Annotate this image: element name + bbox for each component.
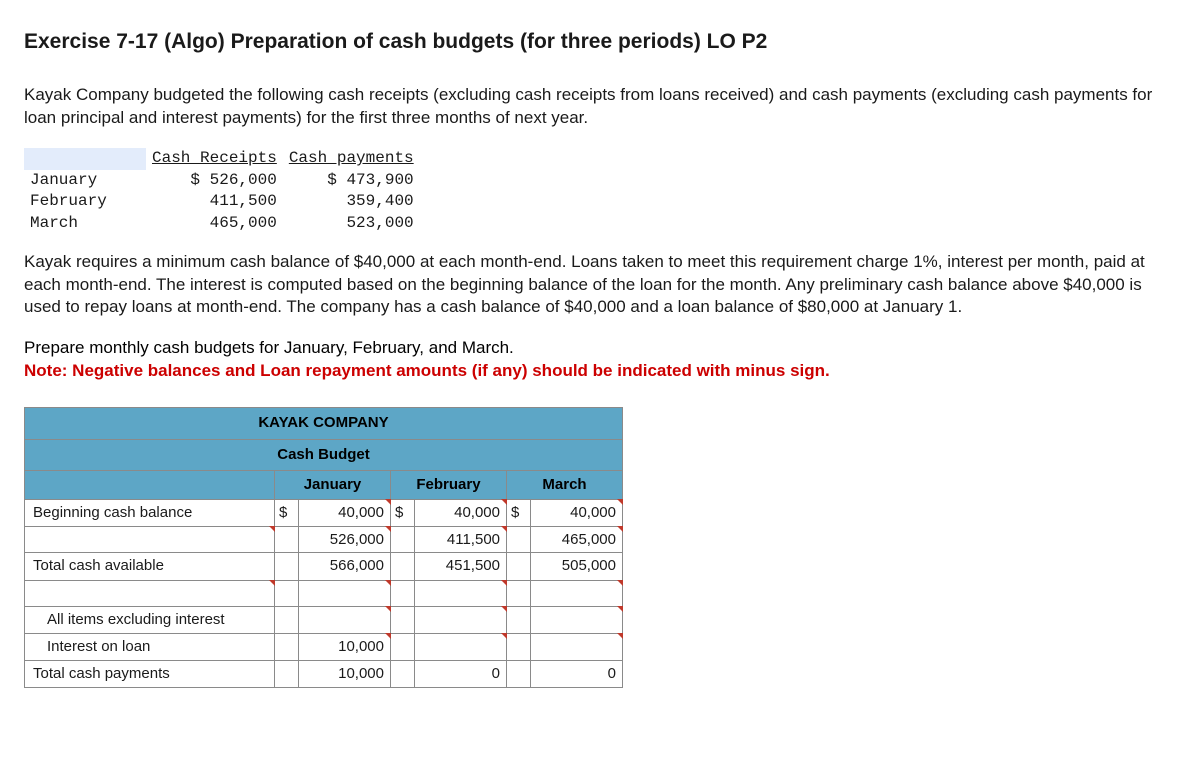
value-cell[interactable] xyxy=(415,580,507,606)
row-label: Total cash available xyxy=(25,553,275,580)
value-cell[interactable] xyxy=(415,633,507,660)
jan-receipts: $ 526,000 xyxy=(146,170,283,192)
value-cell[interactable]: 40,000 xyxy=(531,500,623,527)
table-row: All items excluding interest xyxy=(25,606,623,633)
value-cell[interactable] xyxy=(531,633,623,660)
feb-receipts: 411,500 xyxy=(146,191,283,213)
value-cell[interactable]: 465,000 xyxy=(531,527,623,553)
dropdown-cell[interactable] xyxy=(25,580,275,606)
row-label-feb: February xyxy=(24,191,146,213)
value-cell: 451,500 xyxy=(415,553,507,580)
row-label: Interest on loan xyxy=(25,633,275,660)
value-cell[interactable] xyxy=(531,580,623,606)
value-cell: 566,000 xyxy=(299,553,391,580)
budget-subtitle: Cash Budget xyxy=(25,439,623,470)
table-row xyxy=(25,580,623,606)
jan-payments: $ 473,900 xyxy=(283,170,420,192)
currency-cell: $ xyxy=(275,500,299,527)
cash-budget-table: KAYAK COMPANY Cash Budget January Februa… xyxy=(24,407,623,688)
explanation-paragraph: Kayak requires a minimum cash balance of… xyxy=(24,251,1176,320)
row-label-mar: March xyxy=(24,213,146,235)
mar-receipts: 465,000 xyxy=(146,213,283,235)
value-cell[interactable]: 40,000 xyxy=(299,500,391,527)
table-row: 526,000 411,500 465,000 xyxy=(25,527,623,553)
value-cell[interactable]: 526,000 xyxy=(299,527,391,553)
value-cell: 0 xyxy=(531,661,623,688)
col-header-receipts: Cash Receipts xyxy=(146,148,283,170)
mar-payments: 523,000 xyxy=(283,213,420,235)
row-label: All items excluding interest xyxy=(25,606,275,633)
table-row: Interest on loan 10,000 xyxy=(25,633,623,660)
feb-payments: 359,400 xyxy=(283,191,420,213)
value-cell[interactable]: 411,500 xyxy=(415,527,507,553)
instructions: Prepare monthly cash budgets for January… xyxy=(24,337,1176,383)
value-cell: 0 xyxy=(415,661,507,688)
page-title: Exercise 7-17 (Algo) Preparation of cash… xyxy=(24,28,1176,56)
currency-cell: $ xyxy=(391,500,415,527)
currency-cell: $ xyxy=(507,500,531,527)
row-label: Beginning cash balance xyxy=(25,500,275,527)
instruct-line1: Prepare monthly cash budgets for January… xyxy=(24,338,514,357)
row-label: Total cash payments xyxy=(25,661,275,688)
budget-company: KAYAK COMPANY xyxy=(25,408,623,439)
month-jan: January xyxy=(275,470,391,499)
value-cell[interactable] xyxy=(299,580,391,606)
table-row: Total cash payments 10,000 0 0 xyxy=(25,661,623,688)
month-feb: February xyxy=(391,470,507,499)
value-cell[interactable]: 40,000 xyxy=(415,500,507,527)
intro-paragraph: Kayak Company budgeted the following cas… xyxy=(24,84,1176,130)
table-row: Beginning cash balance $ 40,000 $ 40,000… xyxy=(25,500,623,527)
value-cell: 505,000 xyxy=(531,553,623,580)
col-header-payments: Cash payments xyxy=(283,148,420,170)
row-label-jan: January xyxy=(24,170,146,192)
month-mar: March xyxy=(507,470,623,499)
blank-header xyxy=(25,470,275,499)
value-cell: 10,000 xyxy=(299,661,391,688)
dropdown-cell[interactable] xyxy=(25,527,275,553)
value-cell[interactable] xyxy=(531,606,623,633)
value-cell[interactable]: 10,000 xyxy=(299,633,391,660)
instruct-line2: Note: Negative balances and Loan repayme… xyxy=(24,361,830,380)
receipts-payments-table: Cash Receipts Cash payments January $ 52… xyxy=(24,148,420,234)
value-cell[interactable] xyxy=(415,606,507,633)
value-cell[interactable] xyxy=(299,606,391,633)
table-row: Total cash available 566,000 451,500 505… xyxy=(25,553,623,580)
